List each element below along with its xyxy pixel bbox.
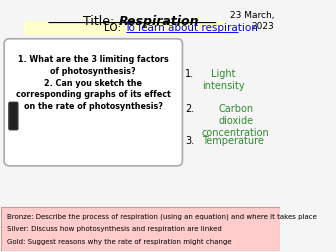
- FancyBboxPatch shape: [24, 21, 224, 35]
- Text: 1. What are the 3 limiting factors
of photosynthesis?
2. Can you sketch the
corr: 1. What are the 3 limiting factors of ph…: [16, 55, 171, 111]
- Text: Gold: Suggest reasons why the rate of respiration might change: Gold: Suggest reasons why the rate of re…: [7, 239, 232, 245]
- Text: Carbon
dioxide
concentration: Carbon dioxide concentration: [202, 104, 270, 138]
- Text: 1.: 1.: [185, 69, 194, 79]
- Text: 23 March,
2023: 23 March, 2023: [230, 11, 275, 31]
- FancyBboxPatch shape: [9, 102, 18, 130]
- Text: 2.: 2.: [185, 104, 195, 114]
- Text: 3.: 3.: [185, 136, 194, 146]
- FancyBboxPatch shape: [1, 207, 280, 250]
- Text: LO:: LO:: [103, 23, 124, 33]
- Text: Light
intensity: Light intensity: [202, 69, 245, 91]
- Text: To learn about respiration: To learn about respiration: [124, 23, 258, 33]
- Text: Temperature: Temperature: [202, 136, 264, 146]
- Text: Respiration: Respiration: [118, 15, 199, 28]
- Text: Title:: Title:: [83, 15, 118, 28]
- Text: Bronze: Describe the process of respiration (using an equation) and where it tak: Bronze: Describe the process of respirat…: [7, 214, 317, 220]
- Text: Silver: Discuss how photosynthesis and respiration are linked: Silver: Discuss how photosynthesis and r…: [7, 227, 222, 232]
- FancyBboxPatch shape: [4, 39, 182, 166]
